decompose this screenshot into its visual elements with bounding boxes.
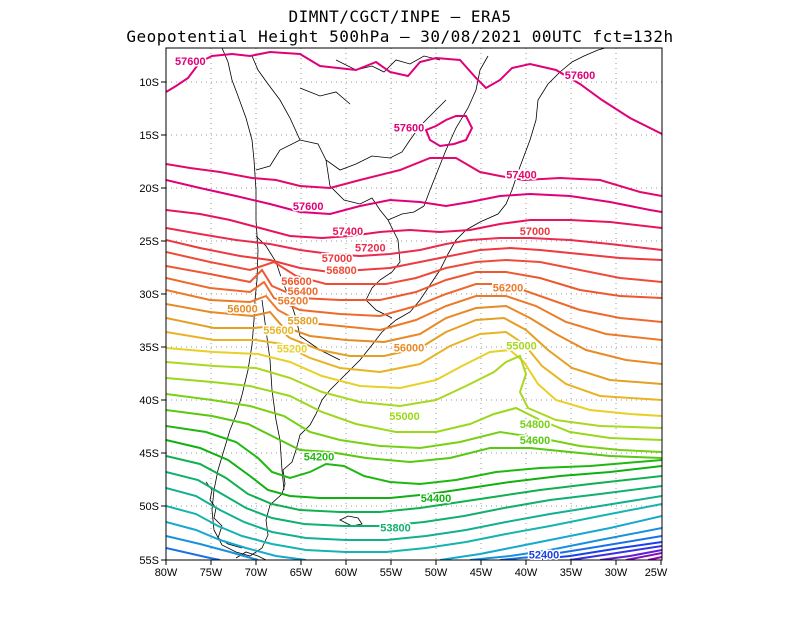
lat-tick-label: 35S <box>139 342 159 354</box>
contour-label: 57000 <box>520 226 551 238</box>
lat-tick-label: 50S <box>139 501 159 513</box>
lon-tick-label: 70W <box>245 567 268 579</box>
lon-tick-label: 55W <box>380 567 403 579</box>
contour-label: 56800 <box>326 265 357 277</box>
contour-label: 57600 <box>565 70 596 82</box>
lon-tick-label: 75W <box>200 567 223 579</box>
lat-tick-label: 20S <box>139 183 159 195</box>
contour-label: 57600 <box>175 56 206 68</box>
lon-tick-label: 25W <box>645 567 668 579</box>
contour-label: 57400 <box>506 169 537 181</box>
contour-label: 57200 <box>355 242 386 254</box>
lon-tick-label: 50W <box>425 567 448 579</box>
contour-label: 56000 <box>227 303 258 315</box>
lat-tick-label: 25S <box>139 236 159 248</box>
lon-tick-label: 35W <box>560 567 583 579</box>
contour-label: 54600 <box>520 435 551 447</box>
map-title-line1: DIMNT/CGCT/INPE – ERA5 <box>288 7 512 26</box>
contour-label: 56200 <box>493 283 524 295</box>
contour-lines <box>166 50 662 560</box>
contour-label: 57600 <box>394 123 425 135</box>
contour-label: 56200 <box>278 296 309 308</box>
lat-tick-label: 30S <box>139 289 159 301</box>
lat-tick-label: 10S <box>139 77 159 89</box>
contour-label: 55000 <box>389 411 420 423</box>
contour-label: 55800 <box>288 315 319 327</box>
contour-label: 57400 <box>333 226 364 238</box>
lon-tick-label: 60W <box>335 567 358 579</box>
lat-tick-label: 15S <box>139 130 159 142</box>
contour-label: 56000 <box>394 343 425 355</box>
axis-ticks <box>161 81 662 565</box>
lon-tick-label: 65W <box>290 567 313 579</box>
lat-axis: 10S 15S 20S 25S 30S 35S 40S 45S 50S 55S <box>139 77 159 567</box>
lon-tick-label: 30W <box>605 567 628 579</box>
contour-label: 53800 <box>380 522 411 534</box>
lon-tick-label: 80W <box>155 567 178 579</box>
contour-label: 56600 <box>281 276 312 288</box>
map-frame <box>165 47 663 561</box>
contour-label: 55000 <box>506 340 537 352</box>
map-title-line2: Geopotential Height 500hPa – 30/08/2021 … <box>126 27 674 46</box>
lon-axis: 80W 75W 70W 65W 60W 55W 50W 45W 40W 35W … <box>155 567 668 579</box>
contour-label: 55600 <box>263 325 294 337</box>
contour-label: 54200 <box>304 452 335 464</box>
contour-label: 54400 <box>421 493 452 505</box>
contour-label: 56400 <box>288 286 319 298</box>
contour-label: 57000 <box>322 253 353 265</box>
contour-label: 52400 <box>529 550 560 562</box>
contour-label: 55200 <box>277 344 308 356</box>
lon-tick-label: 40W <box>515 567 538 579</box>
lon-tick-label: 45W <box>470 567 493 579</box>
graticule <box>166 48 662 560</box>
contour-labels: 5760057600576005740057600574005720057000… <box>174 55 597 563</box>
contour-label: 57600 <box>293 201 324 213</box>
contour-label: 54800 <box>520 419 551 431</box>
lat-tick-label: 45S <box>139 448 159 460</box>
lat-tick-label: 55S <box>139 555 159 567</box>
lat-tick-label: 40S <box>139 395 159 407</box>
